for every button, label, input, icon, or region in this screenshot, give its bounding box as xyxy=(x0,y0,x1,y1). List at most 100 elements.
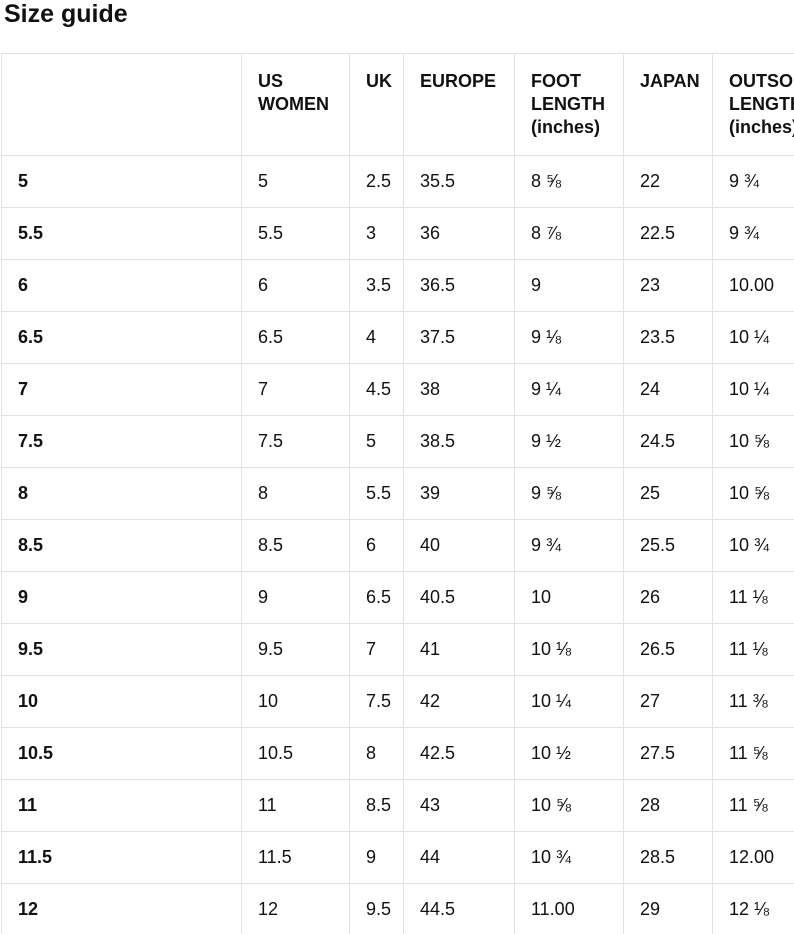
table-cell: 6.5 xyxy=(349,570,404,624)
table-body: 5 5 2.5 35.5 8 ⅝ 22 9 ¾ 5.5 5.5 3 36 8 ⅞ 22.5 9 ¾ 6 6 3.… xyxy=(1,154,794,934)
table-cell: 2.5 xyxy=(349,154,404,208)
table-cell: 11.5 xyxy=(241,830,350,884)
row-label: 9 xyxy=(1,570,242,624)
table-cell: 6 xyxy=(349,518,404,572)
row-label: 10 xyxy=(1,674,242,728)
table-row: 12 12 9.5 44.5 11.00 29 12 ⅛ xyxy=(1,882,794,934)
row-label: 9.5 xyxy=(1,622,242,676)
table-head: US WOMEN UK EUROPE FOOT LENGTH (inches) JAPA… xyxy=(1,52,794,156)
column-header: FOOT LENGTH (inches) xyxy=(514,52,624,156)
table-cell: 10 ⅛ xyxy=(514,622,624,676)
table-cell: 41 xyxy=(403,622,515,676)
table-cell: 8.5 xyxy=(241,518,350,572)
table-cell: 23.5 xyxy=(623,310,713,364)
row-label: 11 xyxy=(1,778,242,832)
row-label: 5 xyxy=(1,154,242,208)
table-cell: 38.5 xyxy=(403,414,515,468)
table-cell: 24 xyxy=(623,362,713,416)
table-row: 5.5 5.5 3 36 8 ⅞ 22.5 9 ¾ xyxy=(1,206,794,260)
table-cell: 10 ¼ xyxy=(712,310,794,364)
table-cell: 10 ⅝ xyxy=(514,778,624,832)
table-cell: 38 xyxy=(403,362,515,416)
table-cell: 7.5 xyxy=(241,414,350,468)
table-cell: 27 xyxy=(623,674,713,728)
table-row: 6 6 3.5 36.5 9 23 10.00 xyxy=(1,258,794,312)
table-cell: 11 ⅛ xyxy=(712,570,794,624)
table-row: 11.5 11.5 9 44 10 ¾ 28.5 12.00 xyxy=(1,830,794,884)
table-cell: 3 xyxy=(349,206,404,260)
row-label: 12 xyxy=(1,882,242,934)
table-cell: 11 ⅛ xyxy=(712,622,794,676)
table-cell: 11 ⅝ xyxy=(712,778,794,832)
table-cell: 10 ¾ xyxy=(514,830,624,884)
table-row: 9 9 6.5 40.5 10 26 11 ⅛ xyxy=(1,570,794,624)
row-label: 8.5 xyxy=(1,518,242,572)
table-cell: 10 ⅝ xyxy=(712,414,794,468)
table-cell: 12 xyxy=(241,882,350,934)
row-label: 8 xyxy=(1,466,242,520)
table-cell: 9 ¼ xyxy=(514,362,624,416)
table-cell: 9 ⅝ xyxy=(514,466,624,520)
table-cell: 39 xyxy=(403,466,515,520)
table-cell: 4 xyxy=(349,310,404,364)
table-cell: 42 xyxy=(403,674,515,728)
table-cell: 5 xyxy=(241,154,350,208)
table-row: 10 10 7.5 42 10 ¼ 27 11 ⅜ xyxy=(1,674,794,728)
table-cell: 9 ¾ xyxy=(712,206,794,260)
table-cell: 36.5 xyxy=(403,258,515,312)
page-title: Size guide xyxy=(4,0,128,28)
row-label: 7 xyxy=(1,362,242,416)
table-cell: 22.5 xyxy=(623,206,713,260)
table-row: 11 11 8.5 43 10 ⅝ 28 11 ⅝ xyxy=(1,778,794,832)
table-cell: 42.5 xyxy=(403,726,515,780)
table-cell: 10.00 xyxy=(712,258,794,312)
table-row: 8.5 8.5 6 40 9 ¾ 25.5 10 ¾ xyxy=(1,518,794,572)
row-label: 10.5 xyxy=(1,726,242,780)
table-row: 6.5 6.5 4 37.5 9 ⅛ 23.5 10 ¼ xyxy=(1,310,794,364)
table-cell: 27.5 xyxy=(623,726,713,780)
table-cell: 25 xyxy=(623,466,713,520)
table-cell: 28 xyxy=(623,778,713,832)
row-label: 6 xyxy=(1,258,242,312)
table-cell: 12.00 xyxy=(712,830,794,884)
table-cell: 9 xyxy=(349,830,404,884)
table-cell: 8 ⅝ xyxy=(514,154,624,208)
table-cell: 26 xyxy=(623,570,713,624)
table-row: 10.5 10.5 8 42.5 10 ½ 27.5 11 ⅝ xyxy=(1,726,794,780)
table-cell: 9 ⅛ xyxy=(514,310,624,364)
table-cell: 40 xyxy=(403,518,515,572)
table-cell: 10 xyxy=(514,570,624,624)
table-cell: 8.5 xyxy=(349,778,404,832)
table-cell: 11 ⅝ xyxy=(712,726,794,780)
table-cell: 9 ¾ xyxy=(514,518,624,572)
row-label: 11.5 xyxy=(1,830,242,884)
table-cell: 11.00 xyxy=(514,882,624,934)
table-cell: 5 xyxy=(349,414,404,468)
table-cell: 10.5 xyxy=(241,726,350,780)
table-cell: 6.5 xyxy=(241,310,350,364)
table-cell: 9.5 xyxy=(241,622,350,676)
table-cell: 10 ¼ xyxy=(712,362,794,416)
table-cell: 28.5 xyxy=(623,830,713,884)
table-cell: 5.5 xyxy=(349,466,404,520)
table-cell: 4.5 xyxy=(349,362,404,416)
table-cell: 23 xyxy=(623,258,713,312)
table-cell: 10 ½ xyxy=(514,726,624,780)
table-cell: 44 xyxy=(403,830,515,884)
column-header: UK xyxy=(349,52,404,156)
table-cell: 7.5 xyxy=(349,674,404,728)
table-cell: 29 xyxy=(623,882,713,934)
table-cell: 37.5 xyxy=(403,310,515,364)
table-cell: 6 xyxy=(241,258,350,312)
table-cell: 36 xyxy=(403,206,515,260)
table-cell: 3.5 xyxy=(349,258,404,312)
table-cell: 10 ¼ xyxy=(514,674,624,728)
size-conversion-table: US WOMEN UK EUROPE FOOT LENGTH (inches) JAPA… xyxy=(1,52,794,934)
row-label: 6.5 xyxy=(1,310,242,364)
table-row: 9.5 9.5 7 41 10 ⅛ 26.5 11 ⅛ xyxy=(1,622,794,676)
table-cell: 9 ½ xyxy=(514,414,624,468)
column-header: US WOMEN xyxy=(241,52,350,156)
table-cell: 22 xyxy=(623,154,713,208)
